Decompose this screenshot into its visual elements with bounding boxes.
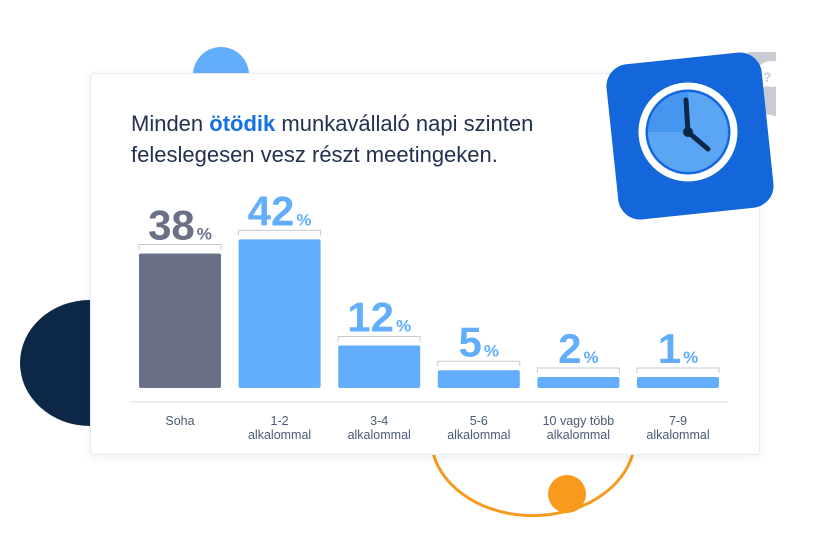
clock-tile: ? <box>606 52 776 220</box>
headline: Minden ötödik munkavállaló napi szinten … <box>131 108 601 170</box>
data-label-3: 12% <box>347 294 411 341</box>
data-label-4: 5% <box>459 318 499 365</box>
category-label-6: 7-9 alkalommal <box>646 414 709 442</box>
headline-suffix: munkavállaló napi szinten feleslegesen v… <box>131 111 534 167</box>
bar-5 <box>537 377 620 388</box>
headline-prefix: Minden <box>131 111 210 136</box>
category-label-1: Soha <box>165 414 194 428</box>
category-label-3: 3-4 alkalommal <box>348 414 411 442</box>
bar-6 <box>637 377 719 388</box>
bar-bracket-6 <box>636 367 720 373</box>
category-label-5: 10 vagy több alkalommal <box>543 414 615 442</box>
bar-1 <box>139 253 221 388</box>
bar-3 <box>338 345 421 388</box>
clock-icon <box>606 52 774 220</box>
bar-bracket-1 <box>138 243 222 250</box>
bar-bracket-3 <box>337 336 421 342</box>
category-label-4: 5-6 alkalommal <box>447 414 510 442</box>
bar-bracket-2 <box>238 229 322 236</box>
data-label-5: 2% <box>558 325 598 372</box>
bar-bracket-5 <box>536 367 620 373</box>
svg-text:?: ? <box>763 69 772 85</box>
orange-arc-decoration <box>431 452 635 518</box>
bar-2 <box>238 239 321 388</box>
bar-bracket-4 <box>437 360 521 367</box>
data-label-2: 42% <box>248 187 312 234</box>
data-label-1: 38% <box>148 201 212 248</box>
bar-4 <box>437 370 520 388</box>
data-label-6: 1% <box>658 325 698 372</box>
headline-highlight: ötödik <box>209 111 276 136</box>
category-label-2: 1-2 alkalommal <box>248 414 311 442</box>
